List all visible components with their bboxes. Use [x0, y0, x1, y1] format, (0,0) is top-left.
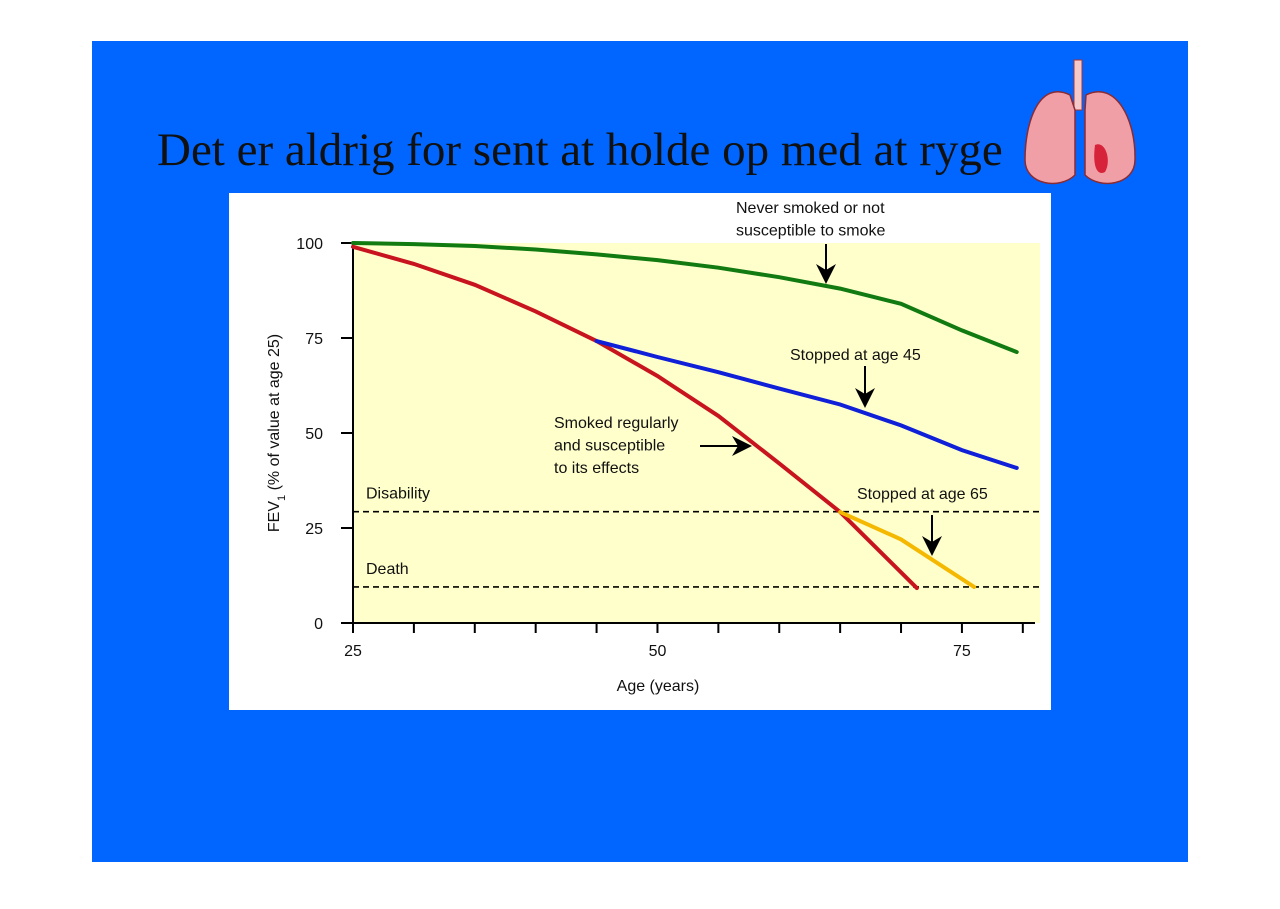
annotation: susceptible to smoke [736, 223, 886, 240]
y-tick-label: 75 [305, 331, 323, 348]
annotation: Stopped at age 65 [857, 486, 988, 503]
x-tick-label: 75 [953, 643, 971, 660]
y-tick-label: 25 [305, 521, 323, 538]
annotation: Stopped at age 45 [790, 347, 921, 364]
series-line [594, 339, 1019, 470]
reference-label: Death [366, 561, 409, 578]
y-tick-label: 0 [314, 616, 323, 633]
series-line [351, 244, 919, 591]
annotation: to its effects [554, 460, 639, 477]
lungs-icon [1024, 59, 1136, 185]
y-axis-label: FEV1 (% of value at age 25) [266, 334, 288, 532]
y-axis-label-sub: 1 [276, 495, 288, 501]
reference-label: Disability [366, 486, 430, 503]
series-line [351, 241, 1019, 355]
y-axis-label-text: FEV [266, 501, 283, 532]
x-axis-label: Age (years) [617, 678, 700, 695]
annotation: Smoked regularly [554, 415, 679, 432]
y-tick-label: 50 [305, 426, 323, 443]
series-line [838, 510, 977, 589]
slide-title: Det er aldrig for sent at holde op med a… [157, 124, 1003, 176]
annotation: and susceptible [554, 438, 665, 455]
annotation: Never smoked or not [736, 200, 885, 217]
y-axis-label-rest: (% of value at age 25) [266, 334, 283, 495]
x-tick-label: 50 [649, 643, 667, 660]
plot-background [353, 243, 1040, 623]
y-tick-label: 100 [296, 236, 323, 253]
x-tick-label: 25 [344, 643, 362, 660]
